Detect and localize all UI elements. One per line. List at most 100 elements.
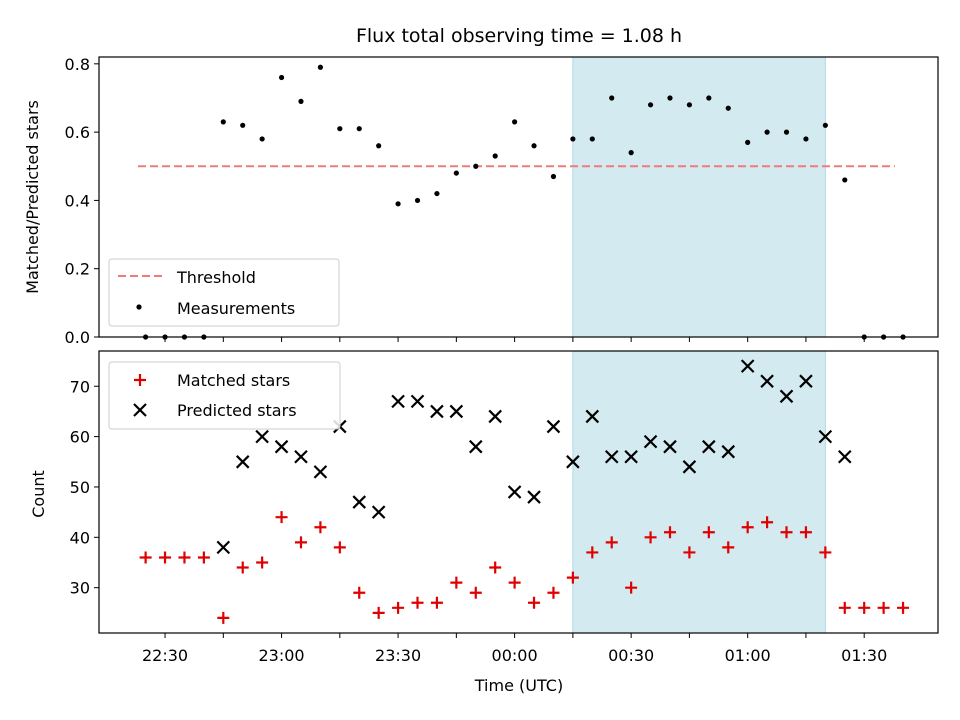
predicted-stars-point	[449, 404, 464, 419]
bottom-legend: Matched stars Predicted stars	[108, 361, 341, 430]
matched-stars-point	[178, 551, 191, 564]
measurements-point	[647, 102, 654, 108]
measurements-point	[376, 143, 382, 149]
predicted-stars-point	[235, 455, 250, 469]
ratio-panel: 0.0 0.2 0.4 0.6 0.8 Threshold Measurements	[65, 55, 939, 347]
y-tick-label: 60	[70, 428, 90, 447]
predicted-stars-point	[740, 359, 755, 373]
measurements-point	[531, 143, 537, 149]
bottom-axes-frame	[98, 350, 939, 634]
matched-stars-point	[236, 561, 249, 574]
predicted-stars-point	[818, 429, 833, 444]
matched-stars-point	[353, 586, 366, 599]
predicted-stars-point	[216, 540, 231, 555]
y-tick-label: 0.6	[65, 123, 90, 142]
predicted-stars-point	[702, 439, 716, 454]
matched-stars-point	[489, 561, 502, 574]
matched-stars-point	[625, 581, 638, 594]
legend-threshold-label: Threshold	[176, 268, 256, 287]
top-legend: Threshold Measurements	[108, 258, 340, 327]
matched-stars-point	[139, 551, 152, 564]
matched-stars-point	[761, 516, 774, 529]
predicted-stars-point	[371, 505, 386, 519]
predicted-stars-point	[604, 449, 619, 464]
matched-stars-point	[605, 536, 618, 549]
matched-stars-point	[702, 526, 715, 539]
predicted-stars-point	[255, 429, 269, 444]
matched-stars-point	[586, 546, 599, 559]
predicted-stars-point	[779, 389, 794, 404]
predicted-stars-point	[585, 409, 600, 424]
matched-stars-point	[275, 511, 288, 524]
measurements-point	[473, 163, 479, 169]
measurements-point	[822, 122, 828, 128]
predicted-stars-point	[527, 490, 541, 504]
matched-stars-point	[799, 526, 812, 539]
measurements-point	[512, 119, 518, 125]
measurements-point	[434, 190, 440, 197]
measurements-point	[609, 95, 615, 101]
predicted-stars-point	[430, 404, 444, 419]
x-axis-label: Time (UTC)	[474, 676, 563, 695]
measurements-point	[706, 95, 712, 101]
legend-box	[108, 361, 341, 430]
measurements-point	[803, 136, 809, 142]
measurements-point	[589, 136, 595, 142]
measurements-point	[745, 139, 751, 145]
predicted-stars-series	[216, 359, 852, 555]
predicted-stars-point	[546, 419, 561, 434]
legend-box	[108, 258, 340, 327]
count-panel: 30 40 50 60 70 22:30 23:00 23:30 00:00 00:30 01:00…	[70, 350, 939, 665]
matched-stars-point	[566, 571, 579, 584]
legend-measurements-label: Measurements	[177, 299, 295, 318]
matched-stars-point	[256, 556, 269, 569]
bottom-y-axis-label: Count	[29, 470, 48, 518]
highlight-span	[572, 350, 826, 634]
measurements-point	[842, 177, 848, 183]
measurements-point	[570, 136, 576, 142]
y-tick-label: 0.8	[65, 55, 90, 74]
predicted-stars-point	[838, 449, 852, 464]
measurements-point	[764, 129, 770, 135]
matched-stars-point	[450, 576, 463, 589]
matched-stars-point	[722, 541, 735, 554]
x-tick-label: 22:30	[142, 646, 188, 665]
matched-stars-point	[663, 526, 676, 539]
y-tick-label: 50	[70, 478, 90, 497]
matched-stars-point	[159, 551, 172, 564]
top-axes-frame	[98, 56, 939, 338]
predicted-stars-point	[410, 394, 425, 409]
predicted-stars-point	[294, 449, 308, 464]
legend-predicted-swatch	[133, 403, 147, 417]
matched-stars-point	[741, 521, 754, 534]
y-tick-label: 70	[70, 377, 90, 396]
predicted-stars-point	[488, 409, 502, 424]
measurements-point	[667, 95, 673, 101]
matched-stars-point	[372, 606, 385, 619]
highlight-span	[572, 56, 826, 338]
y-tick-label: 40	[70, 528, 90, 547]
chart-title: Flux total observing time = 1.08 h	[356, 25, 682, 47]
matched-stars-point	[858, 601, 871, 614]
matched-stars-series	[139, 511, 910, 624]
legend-matched-label: Matched stars	[177, 371, 290, 390]
predicted-stars-point	[391, 394, 405, 409]
predicted-stars-point	[721, 444, 736, 459]
y-tick-label: 0.0	[65, 328, 90, 347]
measurements-point	[628, 150, 634, 156]
predicted-stars-point	[663, 439, 677, 454]
predicted-stars-point	[624, 449, 638, 464]
legend-matched-swatch	[134, 374, 146, 386]
predicted-stars-point	[313, 465, 328, 479]
measurements-point	[492, 153, 498, 159]
measurements-point	[317, 64, 324, 70]
matched-stars-point	[294, 536, 307, 549]
matched-stars-point	[528, 596, 541, 609]
predicted-stars-point	[643, 434, 658, 449]
matched-stars-point	[547, 586, 560, 599]
measurements-point	[259, 136, 265, 142]
matched-stars-point	[877, 601, 890, 614]
matched-stars-point	[333, 541, 346, 554]
matched-stars-point	[780, 526, 793, 539]
